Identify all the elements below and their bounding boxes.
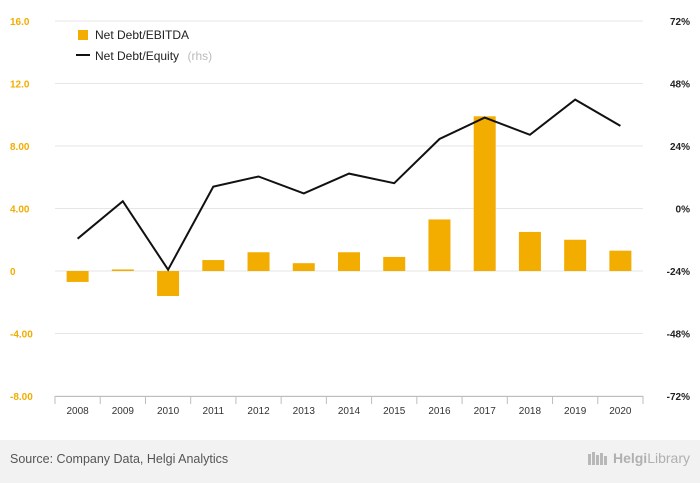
right-tick-label: 24% xyxy=(670,142,690,153)
x-tick-label: 2017 xyxy=(474,406,497,417)
x-tick-label: 2018 xyxy=(519,406,542,417)
bar-2014 xyxy=(338,252,360,271)
bar-2015 xyxy=(383,256,406,271)
legend: Net Debt/EBITDA Net Debt/Equity (rhs) xyxy=(76,28,212,64)
left-tick-label: 8.00 xyxy=(10,142,30,153)
legend-note-line: (rhs) xyxy=(188,49,213,63)
x-tick-label: 2012 xyxy=(247,406,270,417)
bar-2017 xyxy=(473,116,496,271)
bar-2008 xyxy=(66,271,89,282)
left-tick-label: -4.00 xyxy=(10,330,33,341)
bar-2012 xyxy=(247,252,270,271)
x-tick-label: 2014 xyxy=(338,406,361,417)
line-series xyxy=(76,98,621,272)
gridlines xyxy=(55,20,643,397)
bar-2013 xyxy=(292,263,315,271)
right-tick-label: 72% xyxy=(670,17,690,28)
left-tick-label: 16.0 xyxy=(10,17,30,28)
right-tick-label: 48% xyxy=(670,80,690,91)
logo-text-library: Library xyxy=(647,450,690,466)
right-tick-label: -24% xyxy=(667,267,690,278)
bar-2020 xyxy=(609,250,632,271)
combo-chart: 16.0 12.0 8.00 4.00 0 -4.00 -8.00 72% 48% 24% 0% -… xyxy=(10,17,690,417)
legend-label-line: Net Debt/Equity xyxy=(95,49,179,63)
legend-swatch-bar xyxy=(78,30,88,40)
x-tick-label: 2008 xyxy=(66,406,89,417)
left-tick-label: 12.0 xyxy=(10,80,30,91)
source-note: Source: Company Data, Helgi Analytics xyxy=(10,452,229,466)
right-axis: 72% 48% 24% 0% -24% -48% -72% xyxy=(667,17,690,403)
bar-2018 xyxy=(518,231,541,271)
legend-item-line: Net Debt/Equity (rhs) xyxy=(95,47,212,64)
left-tick-label: -8.00 xyxy=(10,392,33,403)
bookshelf-icon xyxy=(587,452,607,465)
right-tick-label: -48% xyxy=(667,330,690,341)
x-tick-label: 2009 xyxy=(112,406,135,417)
left-axis: 16.0 12.0 8.00 4.00 0 -4.00 -8.00 xyxy=(10,17,33,403)
x-tick-label: 2013 xyxy=(293,406,316,417)
x-tick-label: 2011 xyxy=(203,406,225,417)
bar-series xyxy=(66,116,632,296)
left-tick-label: 4.00 xyxy=(10,205,30,216)
legend-label-bar: Net Debt/EBITDA xyxy=(95,28,189,42)
bar-2011 xyxy=(202,260,225,271)
bar-2016 xyxy=(428,219,451,271)
x-tick-label: 2015 xyxy=(383,406,406,417)
x-tick-label: 2020 xyxy=(609,406,632,417)
footer xyxy=(0,440,700,483)
x-tick-label: 2019 xyxy=(564,406,587,417)
x-tick-label: 2010 xyxy=(157,406,180,417)
bar-2019 xyxy=(564,239,587,271)
right-tick-label: -72% xyxy=(667,392,690,403)
x-tick-label: 2016 xyxy=(428,406,451,417)
bar-2009 xyxy=(111,269,134,271)
x-axis: 2008 2009 2010 2011 2012 2013 2014 2015 2016 2017… xyxy=(54,396,644,417)
left-tick-label: 0 xyxy=(10,267,16,278)
right-tick-label: 0% xyxy=(676,205,691,216)
helgi-library-logo[interactable]: HelgiLibrary xyxy=(587,450,690,466)
bar-2010 xyxy=(157,271,180,296)
logo-text-helgi: Helgi xyxy=(612,450,648,466)
